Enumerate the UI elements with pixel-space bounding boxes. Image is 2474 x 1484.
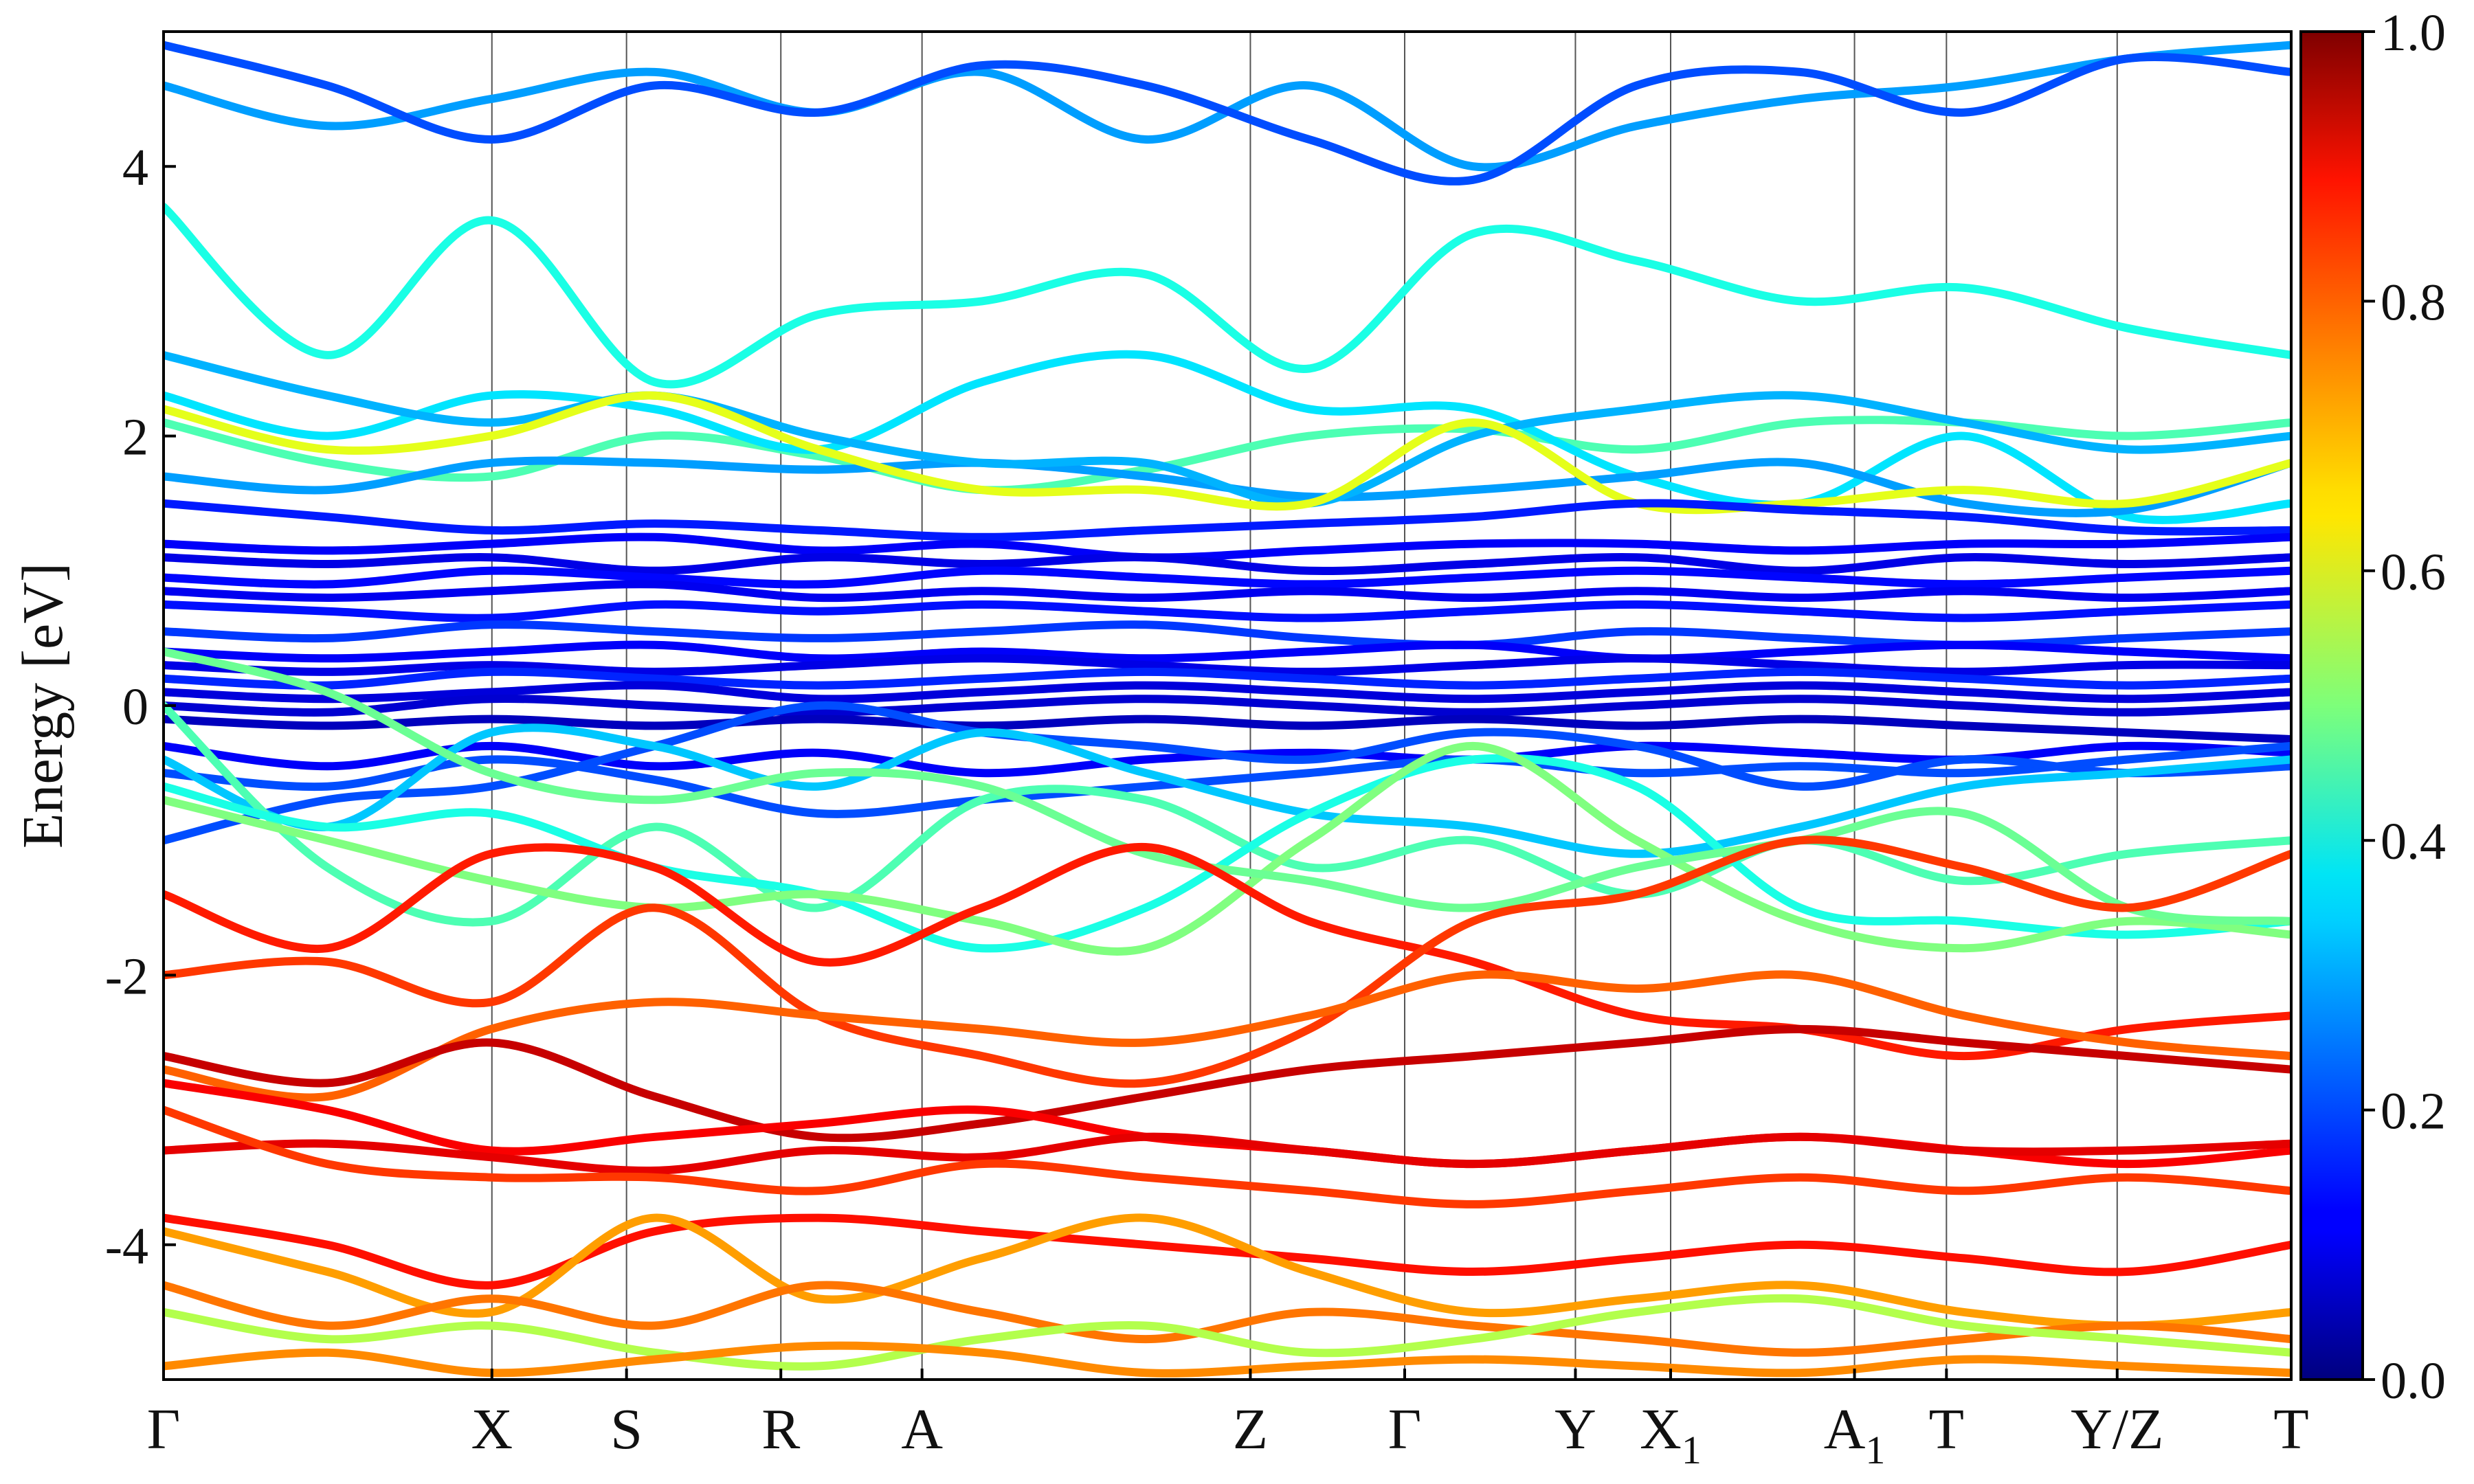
band-line-37 (164, 1213, 2291, 1290)
band-line-29 (164, 647, 2291, 925)
band-line-28 (164, 741, 2291, 956)
band-line-8 (164, 391, 2291, 515)
colorbar-tick-label: 1.0 (2381, 4, 2446, 62)
band-line-19 (164, 681, 2291, 704)
band-line-5 (164, 41, 2291, 186)
band-line-2 (164, 203, 2291, 389)
band-line-38 (164, 1213, 2291, 1330)
band-line-31 (164, 835, 2291, 1088)
x-tick-label: A1 (1824, 1397, 1886, 1472)
band-line-25 (164, 723, 2291, 858)
colorbar-ticks: 1.0 0.8 0.6 0.4 0.2 0.0 (2363, 4, 2446, 1410)
band-line-21 (164, 715, 2291, 743)
x-tick-label: Y/Z (2071, 1397, 2163, 1461)
y-axis-ticks: 4 2 0 -2 -4 (105, 139, 176, 1275)
x-tick-label: A (901, 1397, 943, 1461)
colorbar-tick-label: 0.4 (2381, 813, 2446, 870)
band-line-16 (164, 640, 2291, 663)
x-tick-label: Γ (147, 1397, 181, 1461)
band-line-27 (164, 754, 2291, 953)
band-line-35 (164, 1132, 2291, 1176)
colorbar-frame (2299, 30, 2364, 1381)
band-line-41 (164, 1341, 2291, 1378)
band-line-36 (164, 1105, 2291, 1208)
x-tick-subscript: 1 (1682, 1428, 1702, 1472)
y-tick-label: -4 (105, 1217, 148, 1275)
band-line-39 (164, 1281, 2291, 1357)
x-tick-label: X1 (1640, 1397, 1702, 1472)
colorbar: 1.0 0.8 0.6 0.4 0.2 0.0 (2299, 4, 2446, 1410)
band-line-32 (164, 970, 2291, 1102)
band-line-14 (164, 600, 2291, 622)
x-axis-ticks: Γ X S R A Z Γ Y X1 A1 T Y/Z T (147, 1369, 2309, 1472)
colorbar-tick-label: 0.0 (2381, 1352, 2446, 1410)
x-tick-subscript: 1 (1865, 1428, 1885, 1472)
x-tick-label: Γ (1388, 1397, 1422, 1461)
x-tick-label: Y (1554, 1397, 1596, 1461)
band-line-13 (164, 580, 2291, 603)
band-line-3 (164, 350, 2291, 524)
colorbar-tick-label: 0.6 (2381, 543, 2446, 601)
band-line-12 (164, 566, 2291, 589)
y-tick-label: -2 (105, 947, 148, 1005)
band-line-33 (164, 1024, 2291, 1143)
band-line-26 (164, 701, 2291, 927)
band-line-40 (164, 1294, 2291, 1371)
band-line-9 (164, 499, 2291, 541)
band-line-10 (164, 532, 2291, 562)
y-tick-label: 4 (122, 139, 148, 196)
band-line-7 (164, 350, 2291, 508)
band-line-23 (164, 741, 2291, 818)
y-axis-label: Energy [eV] (11, 563, 75, 848)
x-tick-label: S (610, 1397, 643, 1461)
band-line-20 (164, 695, 2291, 717)
x-tick-label: X (471, 1397, 513, 1461)
band-line-11 (164, 552, 2291, 575)
y-tick-label: 0 (122, 678, 148, 736)
x-tick-label: Z (1233, 1397, 1268, 1461)
x-tick-label: T (1929, 1397, 1964, 1461)
y-tick-label: 2 (122, 409, 148, 466)
band-line-30 (164, 842, 2291, 1061)
colorbar-gradient (2301, 32, 2363, 1380)
colorbar-tick-label: 0.2 (2381, 1083, 2446, 1140)
band-lines (164, 41, 2291, 1378)
x-tick-label: R (761, 1397, 800, 1461)
band-line-17 (164, 654, 2291, 676)
x-tick-label: T (2273, 1397, 2308, 1461)
colorbar-tick-label: 0.8 (2381, 273, 2446, 331)
band-line-18 (164, 667, 2291, 690)
